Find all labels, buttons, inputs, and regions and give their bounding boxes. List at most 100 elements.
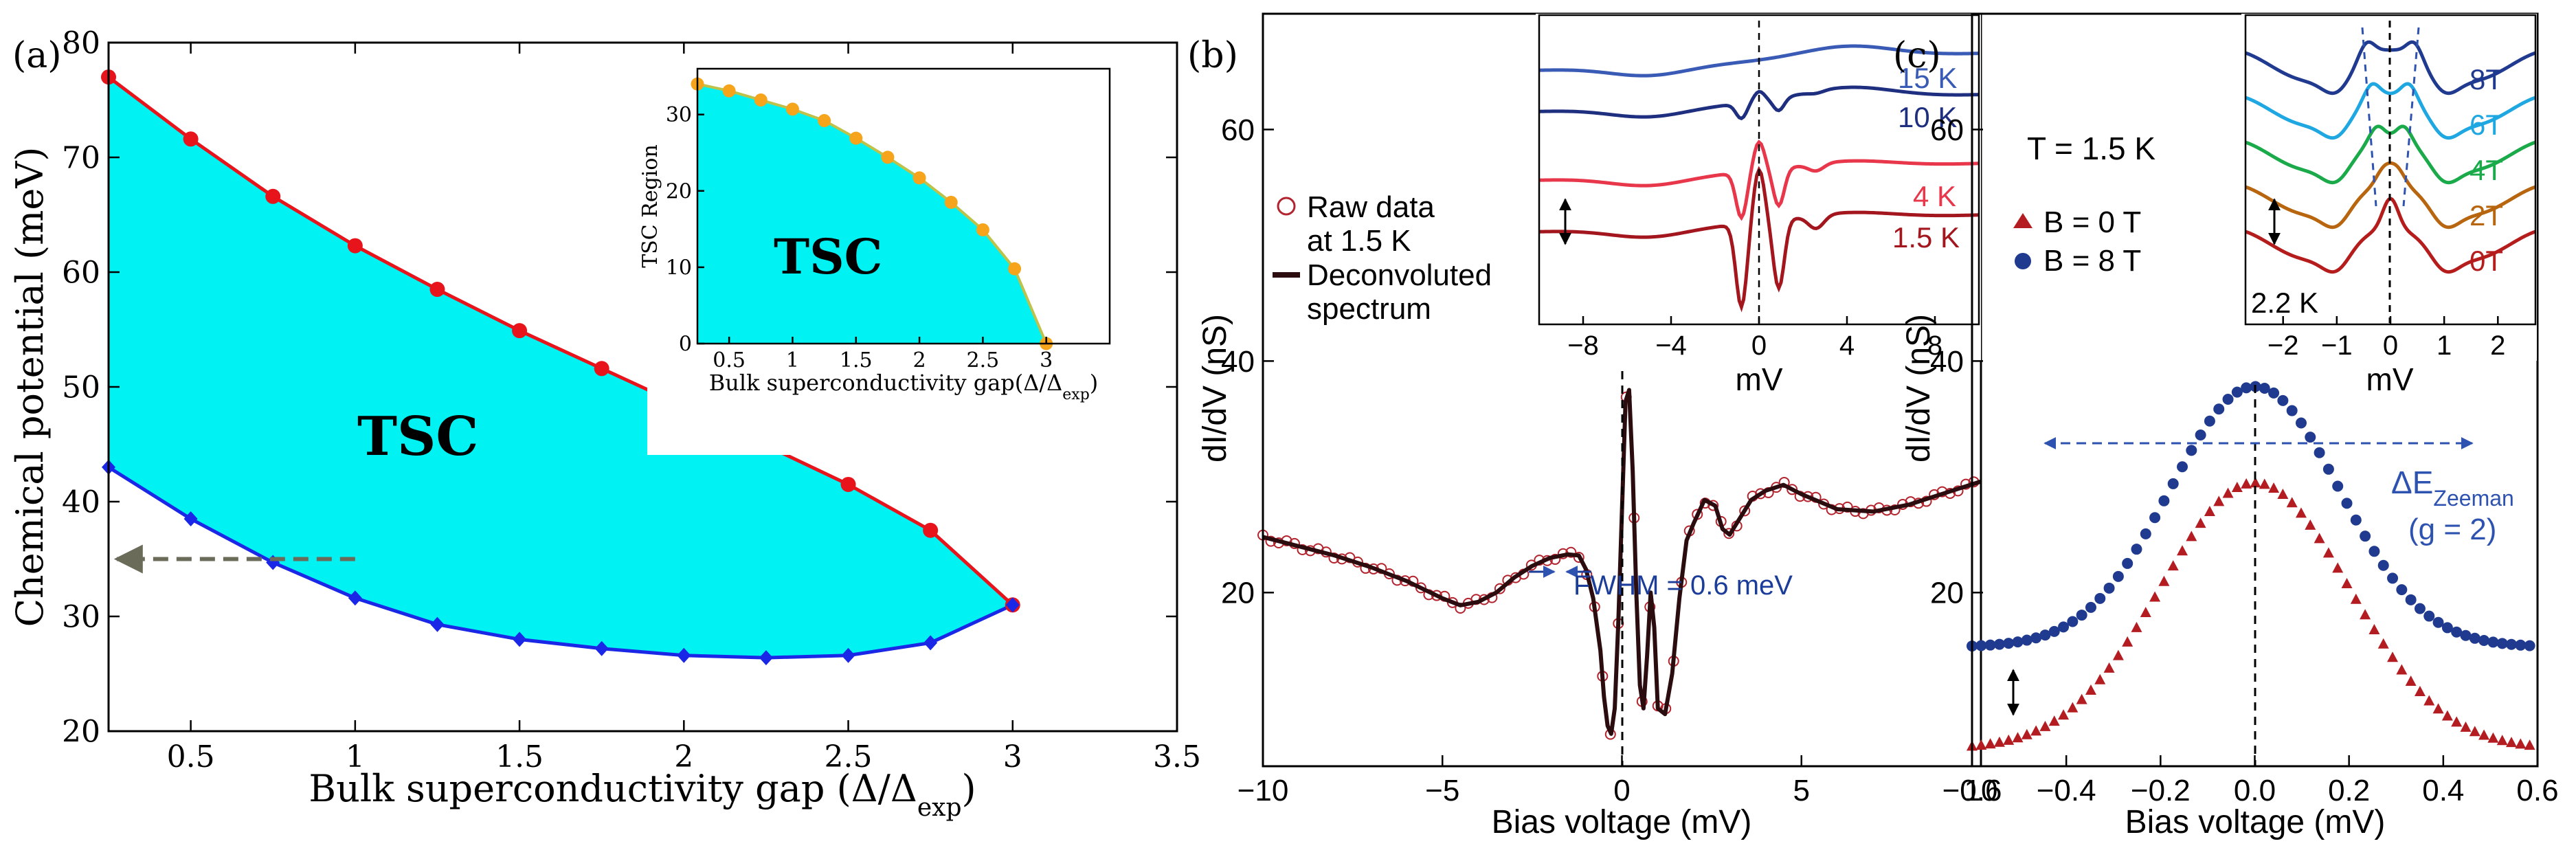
a-inset-point: [818, 114, 831, 128]
a-x-tick-label: 1.5: [495, 739, 544, 774]
b-x-tick-label: 5: [1793, 774, 1810, 807]
c-b0-point: [2213, 495, 2225, 506]
a-series-group: [101, 69, 1020, 666]
a-lower-point: [183, 511, 198, 527]
b-x-ticks: −10 −5 0 5 10: [1237, 755, 1998, 807]
a-inset-fill: [697, 84, 1046, 344]
b-raw-point: [1723, 528, 1735, 539]
a-upper-point: [183, 131, 199, 147]
c-y-tick-label: 60: [1930, 113, 1964, 147]
a-lower-point: [923, 635, 938, 651]
a-tsc-fill: [109, 77, 1013, 658]
c-b0-point: [2021, 728, 2032, 739]
a-lower-point: [513, 632, 527, 647]
b-raw-point: [1565, 546, 1577, 558]
panel-b-label: (b): [1187, 35, 1238, 76]
c-inset-temp-label: 2.2 K: [2251, 287, 2318, 319]
c-b8-point: [2469, 632, 2480, 644]
a-y-tick-label: 80: [62, 25, 100, 60]
c-b8-point: [2487, 636, 2499, 648]
c-b0-point: [2396, 664, 2408, 675]
c-b0-point: [1993, 736, 2005, 747]
a-inset-point: [754, 93, 768, 107]
b-x-tick-label: −10: [1237, 774, 1289, 807]
c-b0-point: [2469, 726, 2480, 737]
c-b0-point: [2387, 651, 2399, 662]
a-inset-region-label: TSC: [774, 228, 882, 285]
a-y-tick-label: 50: [62, 370, 100, 405]
c-b0-point: [2506, 737, 2518, 748]
a-inset-point: [849, 131, 863, 145]
c-inset-x-tick-label: −2: [2267, 331, 2299, 361]
c-x-tick-label: −0.6: [1942, 774, 2002, 807]
b-x-tick-label: 10: [1964, 774, 1998, 807]
a-upper-point: [265, 188, 281, 204]
c-b0-point: [2186, 531, 2197, 542]
c-b0-point: [2350, 593, 2362, 604]
a-lower-point: [1005, 597, 1020, 613]
c-b8-point: [2332, 480, 2344, 492]
a-inset-point: [976, 223, 989, 236]
c-b0-point: [2131, 621, 2142, 632]
a-x-tick-label: 1: [346, 739, 365, 774]
c-b8-point: [2021, 634, 2032, 646]
b-legend-raw-label-2: at 1.5 K: [1307, 224, 1411, 258]
a-upper-point: [840, 476, 856, 492]
c-b8-point: [2186, 445, 2197, 456]
a-inset-x-tick-label: 2: [913, 348, 926, 372]
c-b0-point: [2314, 533, 2325, 544]
c-b8-point: [2295, 417, 2307, 429]
c-b0-point: [2414, 686, 2426, 697]
c-inset-label-6t: 6T: [2469, 109, 2503, 141]
c-b8-point: [2039, 629, 2051, 641]
c-b8-point: [2204, 415, 2215, 427]
b-inset-x-tick-label: 0: [1751, 331, 1767, 361]
c-b8-point: [2213, 403, 2225, 415]
c-inset-x-tick-label: −1: [2321, 331, 2353, 361]
b-inset-label-1p5k: 1.5 K: [1892, 221, 1960, 254]
c-b8-point: [2478, 634, 2490, 646]
a-inset-point: [912, 171, 926, 185]
b-inset-label-4k: 4 K: [1913, 180, 1956, 212]
c-b8-point: [2341, 498, 2353, 509]
a-upper-point: [347, 238, 363, 254]
c-x-tick-label: 0.6: [2516, 774, 2558, 807]
c-b8-point: [2149, 512, 2161, 524]
c-b0-point: [2048, 715, 2060, 726]
c-b0-point: [2332, 562, 2344, 573]
a-inset-x-tick-label: 2.5: [967, 348, 1000, 372]
c-b8-point: [2131, 544, 2142, 555]
c-b8-point: [2003, 638, 2015, 649]
b-fwhm-label: FWHM = 0.6 meV: [1573, 570, 1793, 601]
c-b8-point: [2286, 405, 2298, 416]
b-inset-x-tick-label: 4: [1839, 331, 1855, 361]
c-b0-point: [2012, 732, 2024, 743]
c-legend-b8-marker: [2015, 253, 2031, 269]
c-inset-x-axis-label: mV: [2366, 361, 2414, 397]
b-y-ticks: 20 40 60: [1221, 113, 1274, 610]
a-lower-point: [841, 647, 855, 663]
c-inset-x-tick-label: 0: [2383, 331, 2398, 361]
c-b8-point: [2058, 621, 2070, 633]
c-x-tick-label: 0.0: [2234, 774, 2276, 807]
c-b0-point: [2094, 673, 2106, 684]
a-lower-line: [107, 465, 1013, 660]
b-y-tick-label: 40: [1221, 345, 1255, 379]
c-x-ticks: −0.6 −0.4 −0.2 0.0 0.2 0.4 0.6: [1942, 755, 2559, 807]
b-legend-deconv-label: Deconvoluted: [1307, 258, 1492, 292]
c-b8-point: [2177, 461, 2188, 473]
panel-a-label: (a): [12, 35, 62, 76]
c-b0-point: [2231, 481, 2243, 492]
c-b0-point: [2003, 734, 2015, 745]
c-b0-point: [2432, 703, 2444, 714]
b-series-group: [1257, 388, 1982, 740]
a-lower-point: [759, 650, 773, 666]
a-inset-y-tick-label: 30: [666, 103, 692, 127]
c-b8-point: [2094, 592, 2106, 604]
a-inset-y-ticks: 0 10 20 30: [666, 103, 704, 357]
c-b8-point: [2085, 601, 2096, 613]
c-b0-point: [2451, 716, 2463, 727]
a-region-label: TSC: [357, 405, 478, 468]
